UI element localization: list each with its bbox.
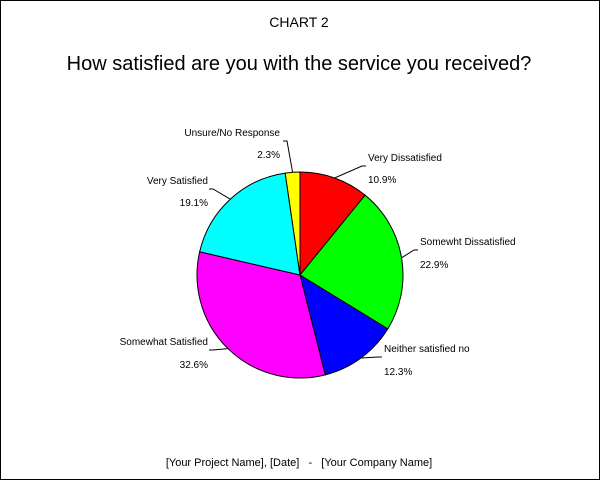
slice-value-label: 12.3% bbox=[384, 367, 412, 378]
slice-value-label: 19.1% bbox=[180, 198, 208, 209]
chart-title: How satisfied are you with the service y… bbox=[67, 53, 532, 75]
slice-value-label: 22.9% bbox=[420, 260, 448, 271]
leader-line bbox=[209, 188, 231, 200]
slice-value-label: 2.3% bbox=[257, 150, 280, 161]
pie-slice-somewht-dissatisfied bbox=[299, 194, 404, 330]
slice-label: Neither satisfied no bbox=[384, 344, 470, 355]
slice-label: Very Satisfied bbox=[147, 176, 208, 187]
slice-label: Somewht Dissatisfied bbox=[420, 237, 516, 248]
leader-line bbox=[209, 348, 228, 351]
slice-value-label: 10.9% bbox=[368, 175, 396, 186]
slice-label: Somewhat Satisfied bbox=[120, 337, 208, 348]
leader-line bbox=[401, 249, 418, 259]
chart-number-label: CHART 2 bbox=[269, 14, 329, 30]
pie-slices bbox=[196, 171, 404, 379]
chart-footer: [Your Project Name], [Date] - [Your Comp… bbox=[166, 457, 432, 469]
leader-line bbox=[334, 165, 366, 179]
pie-slice-very-dissatisfied bbox=[299, 171, 366, 277]
slice-label: Unsure/No Response bbox=[184, 128, 280, 139]
pie-slice-very-satisfied bbox=[199, 172, 301, 276]
leader-line bbox=[283, 140, 294, 173]
slice-value-label: 32.6% bbox=[180, 360, 208, 371]
pie-slice-somewhat-satisfied bbox=[196, 251, 326, 379]
slice-label: Very Dissatisfied bbox=[368, 153, 442, 164]
pie-labels: Very Dissatisfied 10.9% Somewht Dissatisfi… bbox=[120, 128, 516, 378]
leader-line bbox=[360, 356, 382, 359]
